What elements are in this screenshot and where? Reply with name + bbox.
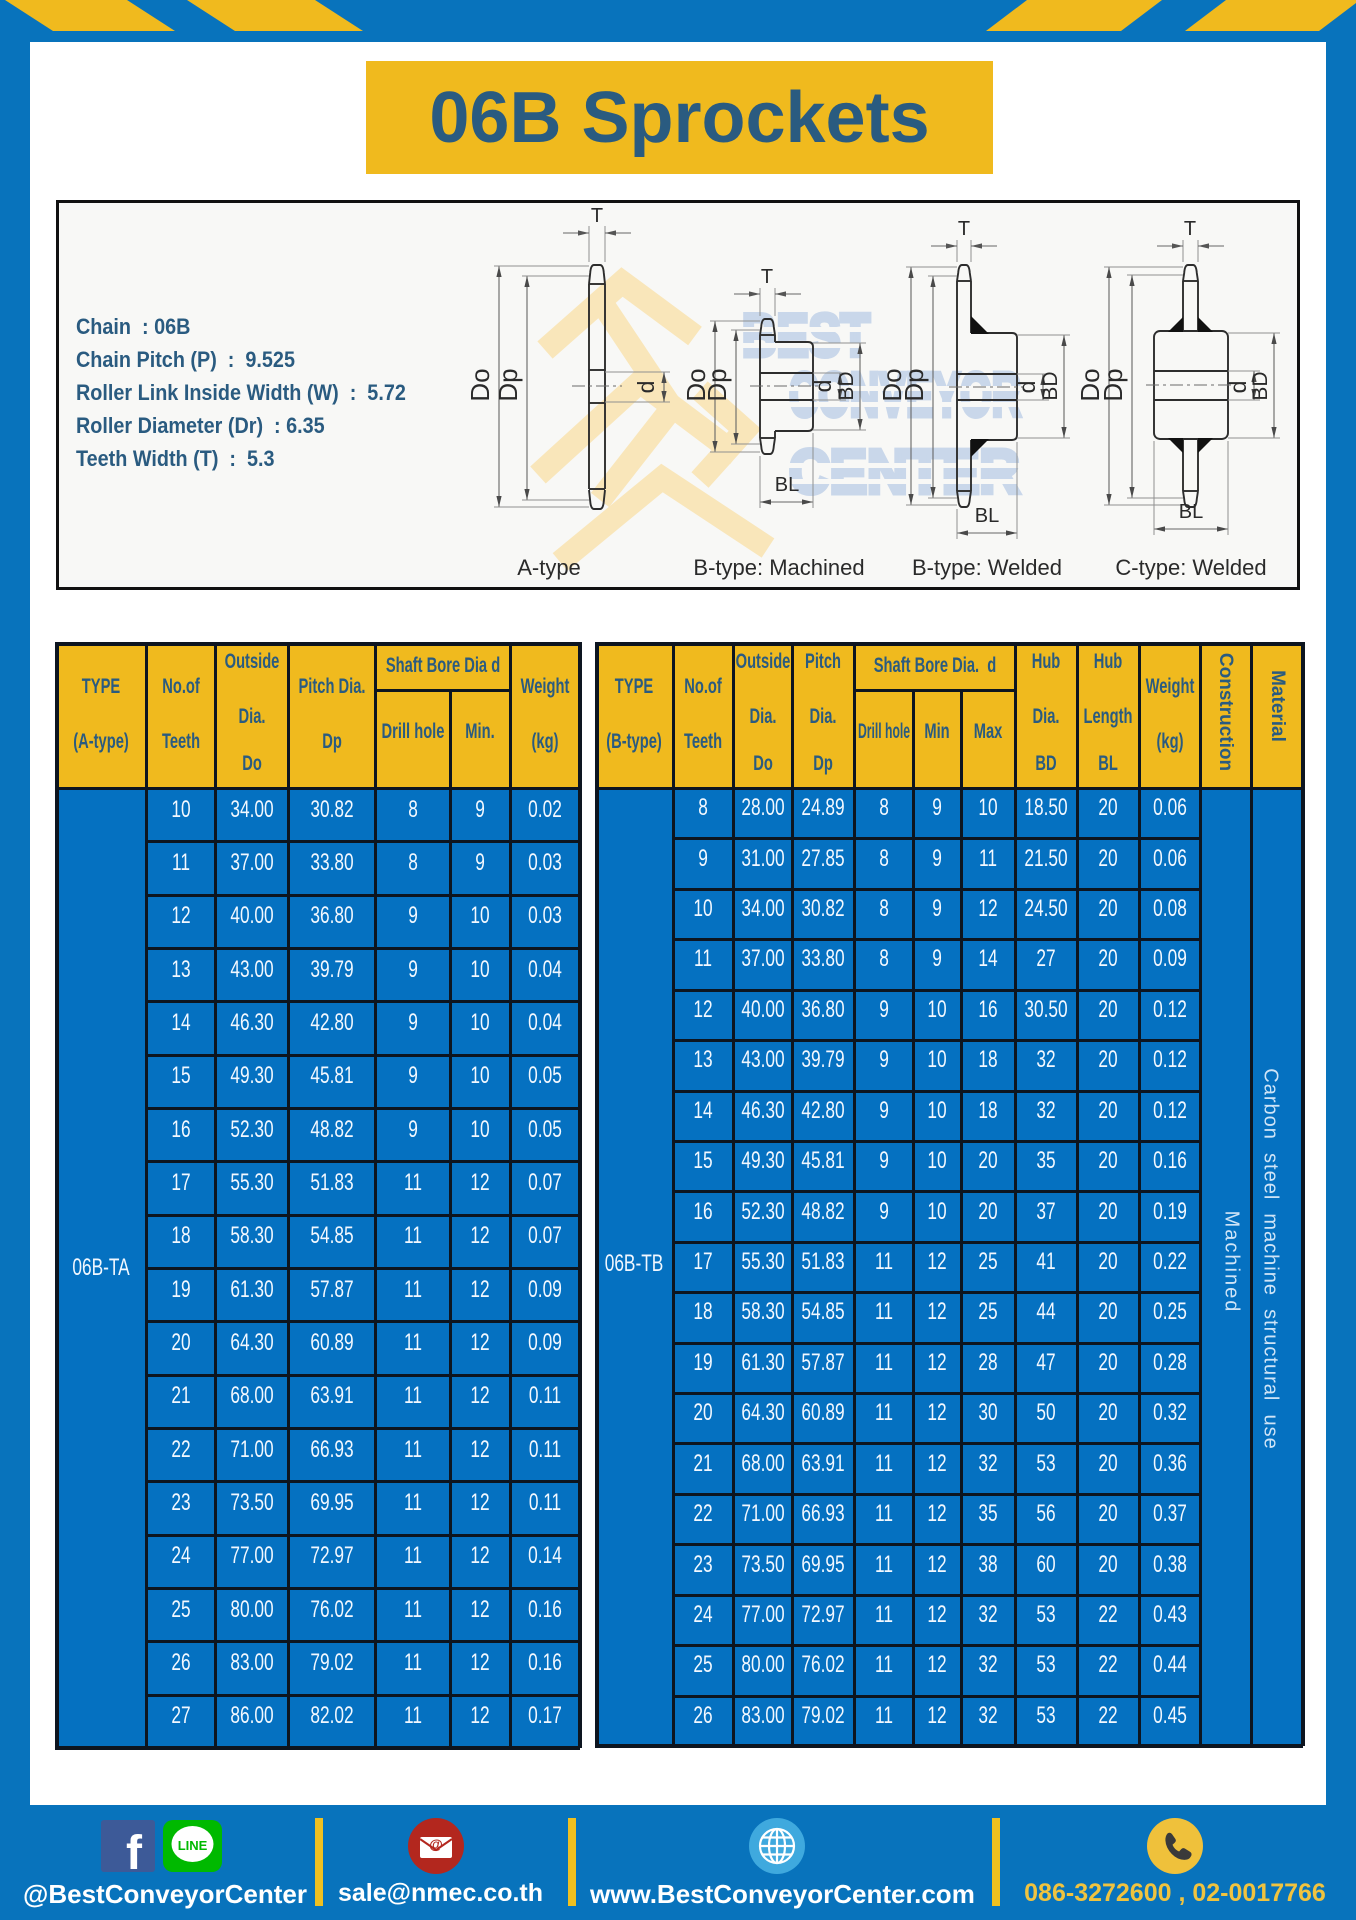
- svg-text:B-type: Machined: B-type: Machined: [693, 555, 864, 580]
- svg-text:Do: Do: [1075, 368, 1105, 401]
- svg-text:BL: BL: [1179, 501, 1203, 523]
- svg-text:T: T: [591, 205, 603, 227]
- svg-text:A-type: A-type: [517, 555, 581, 580]
- svg-text:C-type: Welded: C-type: Welded: [1115, 555, 1266, 580]
- svg-text:Dp: Dp: [702, 368, 732, 401]
- svg-text:Dp: Dp: [899, 368, 929, 401]
- svg-text:BD: BD: [1039, 371, 1062, 400]
- svg-text:T: T: [1184, 218, 1196, 240]
- svg-text:B-type: Welded: B-type: Welded: [912, 555, 1062, 580]
- svg-text:d: d: [810, 380, 836, 393]
- svg-text:f: f: [126, 1827, 143, 1872]
- svg-text:Dp: Dp: [493, 368, 523, 401]
- svg-text:CONVEYOR: CONVEYOR: [789, 361, 1021, 430]
- svg-text:BD: BD: [835, 371, 858, 400]
- svg-text:LINE: LINE: [178, 1838, 208, 1853]
- svg-text:d: d: [1014, 381, 1040, 394]
- svg-text:@: @: [429, 1836, 443, 1852]
- svg-text:Do: Do: [465, 368, 495, 401]
- svg-text:BL: BL: [775, 474, 799, 496]
- svg-text:T: T: [761, 266, 773, 288]
- svg-text:Do: Do: [877, 368, 907, 401]
- svg-text:CENTER: CENTER: [789, 438, 1020, 507]
- svg-text:BL: BL: [975, 505, 999, 527]
- svg-text:d: d: [1225, 381, 1251, 394]
- svg-text:BD: BD: [1249, 371, 1272, 400]
- svg-text:d: d: [633, 381, 659, 394]
- svg-text:T: T: [958, 218, 970, 240]
- svg-text:Do: Do: [681, 368, 711, 401]
- svg-text:Dp: Dp: [1098, 368, 1128, 401]
